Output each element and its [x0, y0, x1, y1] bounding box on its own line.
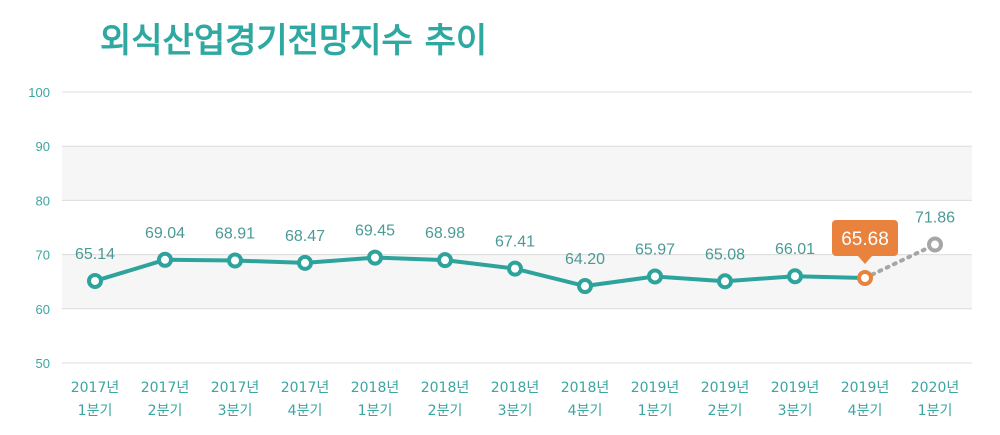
- data-label: 71.86: [915, 210, 955, 227]
- highlight-callout: 65.68: [832, 220, 898, 265]
- x-tick-label: 1분기: [918, 403, 953, 419]
- data-point: [507, 260, 523, 277]
- data-point: [297, 254, 313, 271]
- data-label: 68.47: [285, 228, 325, 245]
- x-tick-label: 2017년: [141, 380, 190, 396]
- forecast-data-point: [927, 236, 943, 253]
- data-label: 64.20: [565, 251, 605, 268]
- x-tick-label: 2018년: [351, 380, 400, 396]
- y-tick-label: 90: [36, 139, 50, 154]
- y-axis-ticks: 50 60 70 80 90 100: [28, 85, 50, 371]
- x-tick-label: 1분기: [358, 403, 393, 419]
- plot-band: [62, 200, 972, 255]
- data-point: [87, 272, 103, 289]
- data-label: 69.45: [355, 223, 395, 240]
- x-tick-label: 3분기: [778, 403, 813, 419]
- data-label: 66.01: [775, 241, 815, 258]
- data-point: [647, 268, 663, 285]
- x-tick-label: 2019년: [631, 380, 680, 396]
- y-tick-label: 80: [36, 193, 50, 208]
- x-tick-label: 2017년: [71, 380, 120, 396]
- gridlines: [62, 91, 972, 364]
- x-tick-label: 2019년: [771, 380, 820, 396]
- y-tick-label: 100: [28, 85, 50, 100]
- data-point: [437, 252, 453, 269]
- forecast-line: [863, 242, 937, 281]
- data-label: 68.98: [425, 225, 465, 242]
- x-tick-label: 2017년: [281, 380, 330, 396]
- x-tick-label: 3분기: [498, 403, 533, 419]
- callout-box: [832, 220, 898, 257]
- x-tick-label: 2019년: [841, 380, 890, 396]
- data-label: 69.04: [145, 225, 185, 242]
- x-tick-label: 4분기: [568, 403, 603, 419]
- series-line: [93, 255, 867, 289]
- y-tick-label: 70: [36, 248, 50, 263]
- plot-background: [62, 92, 972, 363]
- data-label: 68.91: [215, 226, 255, 243]
- data-label: 67.41: [495, 234, 535, 251]
- highlight-data-point: [857, 270, 873, 287]
- x-tick-label: 2분기: [148, 403, 183, 419]
- x-tick-label: 1분기: [638, 403, 673, 419]
- data-point: [157, 251, 173, 268]
- y-tick-label: 60: [36, 302, 50, 317]
- x-tick-label: 2분기: [428, 403, 463, 419]
- y-tick-label: 50: [36, 356, 50, 371]
- x-tick-label: 2017년: [211, 380, 260, 396]
- data-points: [87, 236, 943, 295]
- x-tick-label: 2018년: [491, 380, 540, 396]
- callout-pointer: [858, 256, 872, 265]
- data-labels: 65.14 69.04 68.91 68.47 69.45 68.98 67.41 64.20…: [75, 210, 955, 269]
- x-tick-label: 2분기: [708, 403, 743, 419]
- x-tick-label: 4분기: [848, 403, 883, 419]
- data-point: [577, 278, 593, 295]
- data-label: 65.14: [75, 246, 115, 263]
- x-tick-label: 4분기: [288, 403, 323, 419]
- x-tick-label: 1분기: [78, 403, 113, 419]
- data-point: [227, 252, 243, 269]
- x-tick-label: 3분기: [218, 403, 253, 419]
- x-tick-label: 2020년: [911, 380, 960, 396]
- data-point: [787, 268, 803, 285]
- x-tick-label: 2018년: [421, 380, 470, 396]
- data-label: 65.08: [705, 246, 745, 263]
- chart-title: 외식산업경기전망지수 추이: [100, 21, 487, 61]
- data-point: [717, 273, 733, 290]
- x-tick-label: 2019년: [701, 380, 750, 396]
- plot-band: [62, 308, 972, 363]
- data-label: 65.97: [635, 241, 675, 258]
- x-axis-ticks: 2017년 1분기 2017년 2분기 2017년 3분기 2017년 4분기 2018년 1분기…: [71, 380, 960, 419]
- x-tick-label: 2018년: [561, 380, 610, 396]
- plot-band: [62, 92, 972, 147]
- data-label: 65.68: [841, 229, 889, 250]
- data-point: [367, 249, 383, 266]
- series-lines: [93, 242, 937, 289]
- plot-band: [62, 146, 972, 201]
